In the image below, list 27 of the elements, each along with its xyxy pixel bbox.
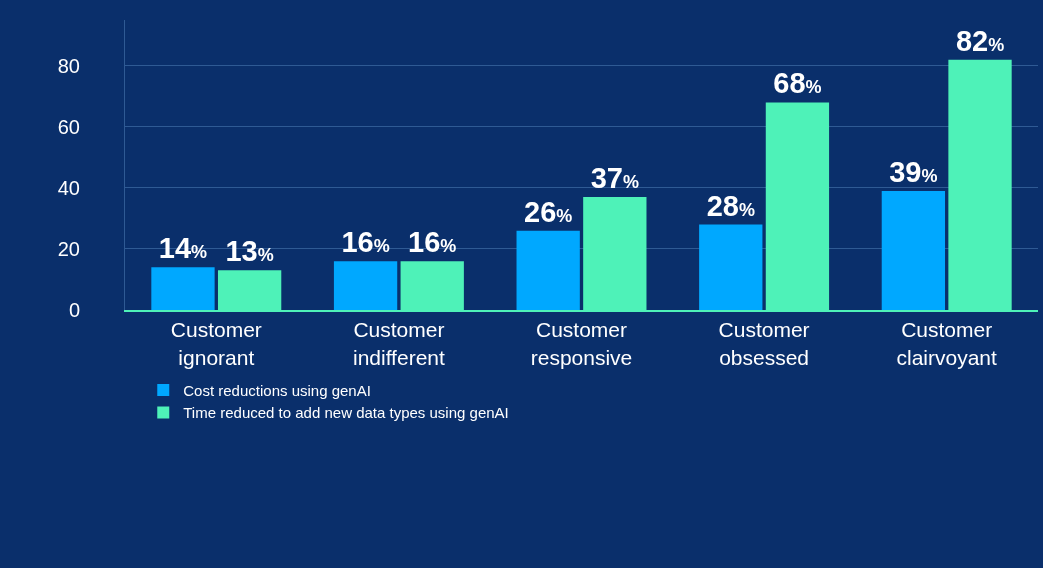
data-label: 26% xyxy=(524,195,573,228)
y-tick-label: 40 xyxy=(57,176,80,199)
x-tick-label: Customer obsessed xyxy=(718,318,810,369)
x-tick-label: Customer ignorant xyxy=(170,318,262,369)
bar xyxy=(699,224,763,310)
data-label: 82% xyxy=(955,24,1005,57)
x-tick-label: Customer indifferent xyxy=(352,318,445,369)
legend-label: Cost reductions using genAI xyxy=(183,381,371,399)
data-label: 68% xyxy=(773,67,822,100)
data-label: 16% xyxy=(341,226,390,259)
data-label: 39% xyxy=(889,155,938,188)
y-tick-label: 0 xyxy=(68,299,80,321)
bar xyxy=(151,267,215,310)
data-label: 37% xyxy=(590,162,639,195)
bar xyxy=(333,261,398,310)
x-tick-label: Customer responsive xyxy=(530,318,633,369)
data-label: 13% xyxy=(225,235,274,268)
legend-label: Time reduced to add new data types using genAI xyxy=(183,404,509,422)
y-tick-label: 80 xyxy=(57,54,80,77)
bar xyxy=(516,230,580,310)
bar xyxy=(881,190,946,310)
y-tick-label: 20 xyxy=(57,237,80,260)
data-label: 28% xyxy=(706,189,755,222)
data-label: 14% xyxy=(158,232,208,265)
x-tick-label: Customer clairvoyant xyxy=(896,318,998,369)
data-label: 16% xyxy=(408,226,457,259)
y-tick-label: 60 xyxy=(57,115,80,138)
